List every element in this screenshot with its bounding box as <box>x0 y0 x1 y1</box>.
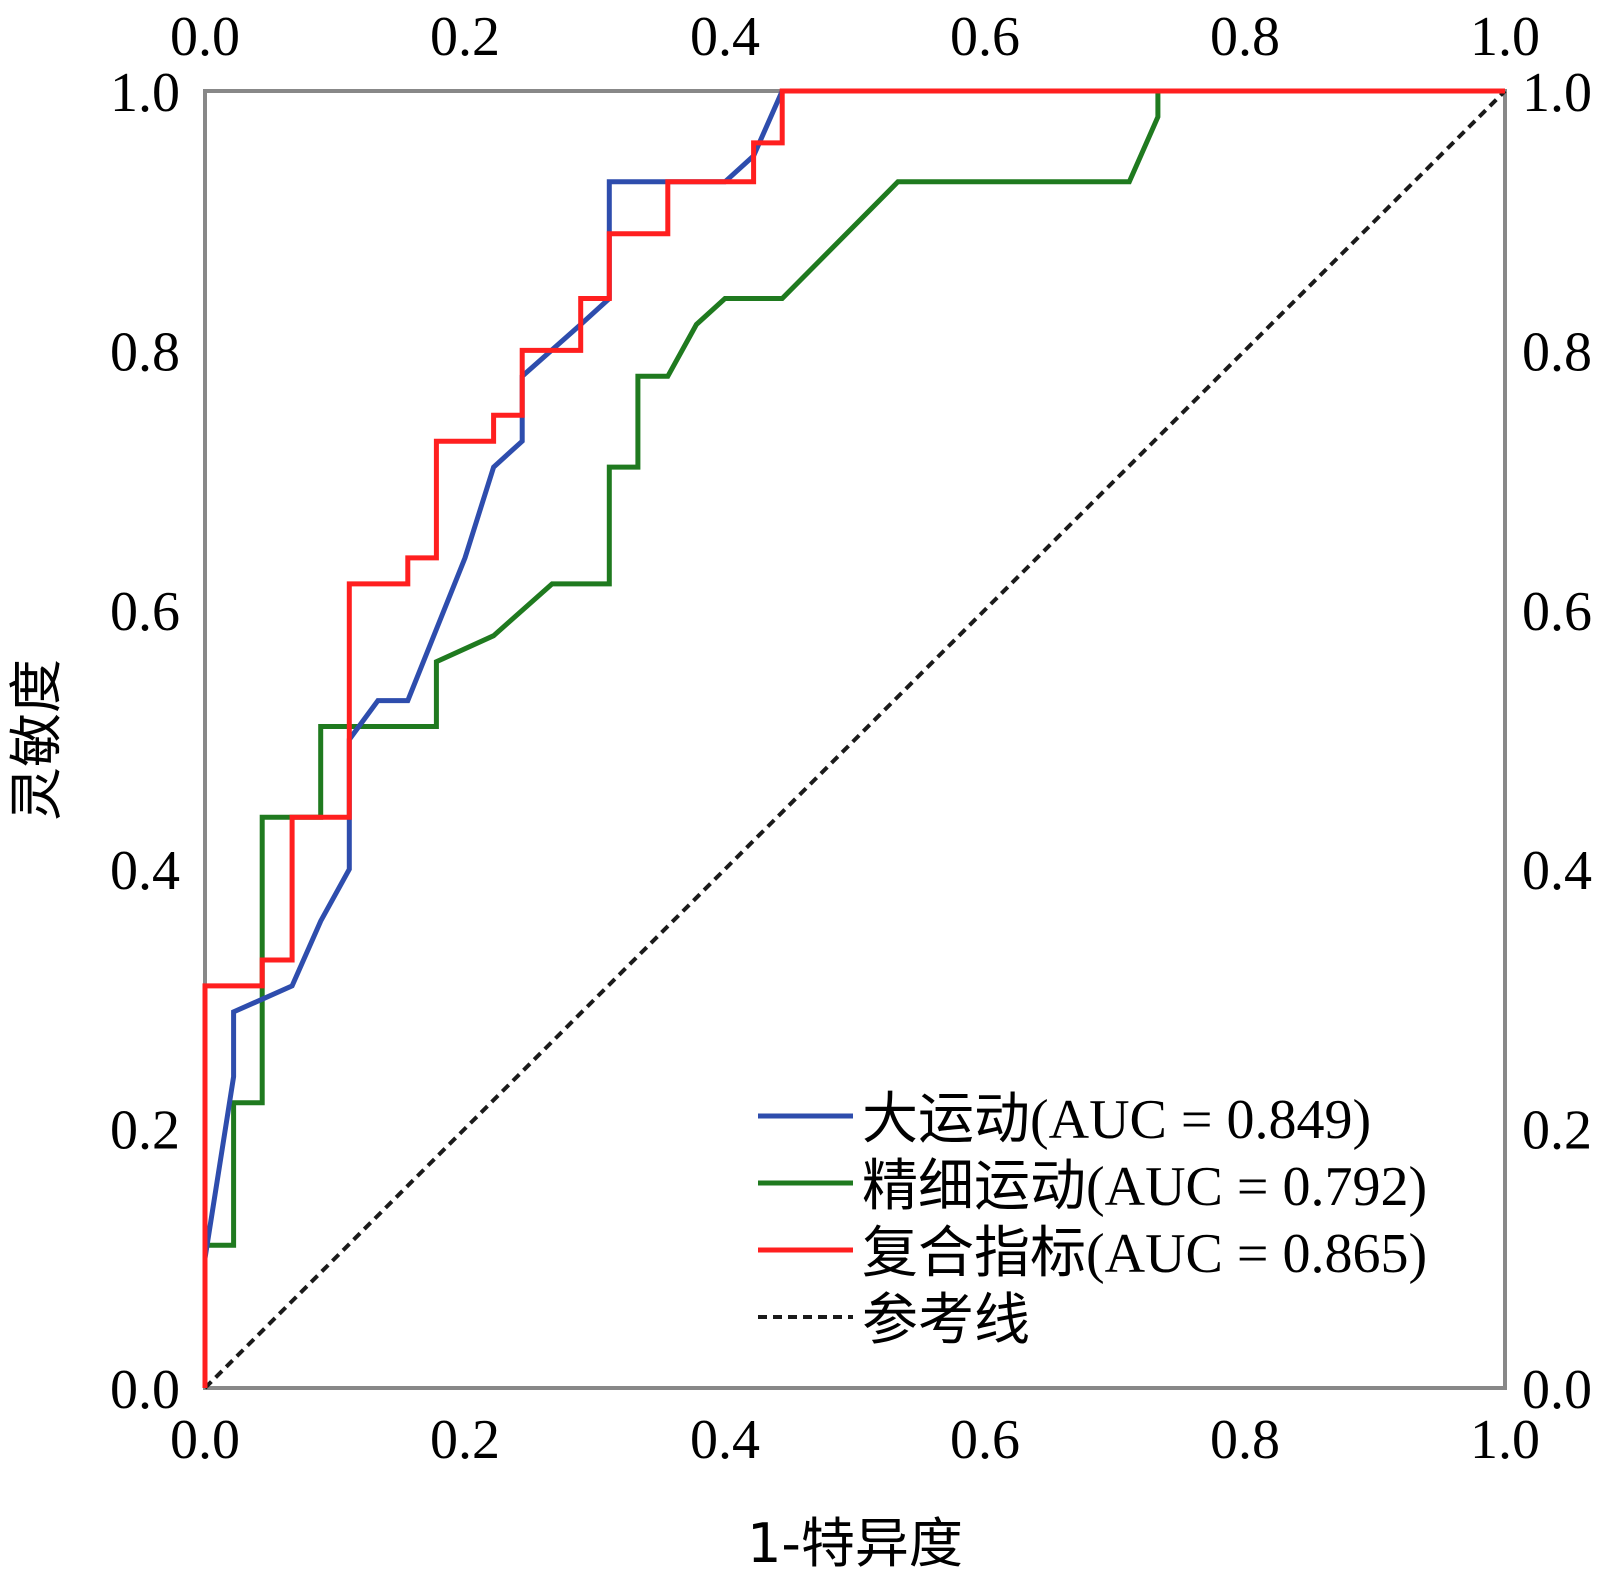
y-tick-label-left: 0.6 <box>110 581 180 643</box>
x-tick-label-bottom: 0.6 <box>950 1409 1020 1471</box>
x-tick-label-top: 0.8 <box>1210 6 1280 68</box>
x-tick-label-bottom: 0.8 <box>1210 1409 1280 1471</box>
y-tick-label-left: 0.8 <box>110 321 180 383</box>
y-axis-right-ticks: 0.0 0.2 0.4 0.6 0.8 1.0 <box>1522 62 1592 1421</box>
series-line-3 <box>203 89 1507 1390</box>
legend-label-1: 精细运动(AUC = 0.792) <box>862 1156 1427 1218</box>
y-tick-label-right: 1.0 <box>1522 62 1592 124</box>
y-tick-label-right: 0.4 <box>1522 840 1592 902</box>
x-tick-label-bottom: 0.4 <box>690 1409 760 1471</box>
y-tick-label-right: 0.6 <box>1522 581 1592 643</box>
x-tick-label-bottom: 0.0 <box>170 1409 240 1471</box>
legend-label-0: 大运动(AUC = 0.849) <box>862 1089 1371 1151</box>
y-tick-label-right: 0.8 <box>1522 321 1592 383</box>
y-tick-label-right: 0.0 <box>1522 1359 1592 1421</box>
series-line-1 <box>202 88 1505 1388</box>
x-axis-bottom-ticks: 0.0 0.2 0.4 0.6 0.8 1.0 <box>170 1409 1540 1471</box>
y-tick-label-left: 0.0 <box>110 1359 180 1421</box>
legend-label-3: 参考线 <box>862 1290 1030 1352</box>
x-tick-label-bottom: 1.0 <box>1470 1409 1540 1471</box>
y-axis-label: 灵敏度 <box>5 659 68 821</box>
series-layer <box>202 88 1507 1390</box>
y-tick-label-right: 0.2 <box>1522 1100 1592 1162</box>
x-tick-label-top: 0.2 <box>430 6 500 68</box>
x-axis-top-ticks: 0.0 0.2 0.4 0.6 0.8 1.0 <box>170 6 1540 68</box>
x-tick-label-top: 1.0 <box>1470 6 1540 68</box>
legend-label-2: 复合指标(AUC = 0.865) <box>862 1223 1427 1285</box>
x-axis-label: 1-特异度 <box>747 1512 963 1575</box>
y-tick-label-left: 1.0 <box>110 62 180 124</box>
legend: 大运动(AUC = 0.849)精细运动(AUC = 0.792)复合指标(AU… <box>758 1089 1427 1352</box>
x-tick-label-top: 0.6 <box>950 6 1020 68</box>
y-tick-label-left: 0.4 <box>110 840 180 902</box>
y-axis-left-ticks: 0.0 0.2 0.4 0.6 0.8 1.0 <box>110 62 180 1421</box>
y-tick-label-left: 0.2 <box>110 1100 180 1162</box>
x-tick-label-top: 0.0 <box>170 6 240 68</box>
series-line-2 <box>202 88 1505 1388</box>
x-tick-label-bottom: 0.2 <box>430 1409 500 1471</box>
x-tick-label-top: 0.4 <box>690 6 760 68</box>
